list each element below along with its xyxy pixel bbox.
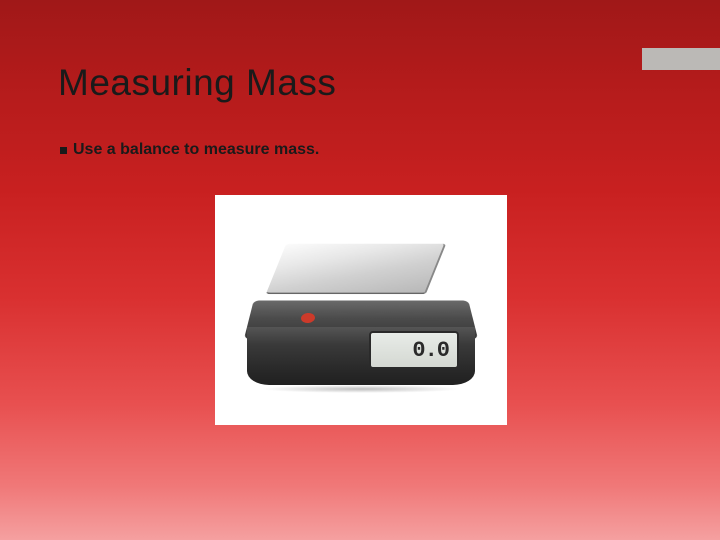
scale-lcd-display: 0.0 (369, 331, 459, 369)
balance-scale-illustration: 0.0 (241, 225, 481, 395)
scale-weighing-plate (266, 244, 446, 294)
slide-title: Measuring Mass (58, 62, 336, 104)
bullet-item: Use a balance to measure mass. (60, 141, 319, 159)
slide: Measuring Mass Use a balance to measure … (0, 0, 720, 540)
image-frame: 0.0 (215, 195, 507, 425)
bullet-text: Use a balance to measure mass. (73, 141, 319, 159)
scale-shadow (261, 385, 461, 393)
accent-bar (642, 48, 720, 70)
bullet-marker-icon (60, 147, 67, 154)
scale-readout: 0.0 (412, 338, 449, 363)
